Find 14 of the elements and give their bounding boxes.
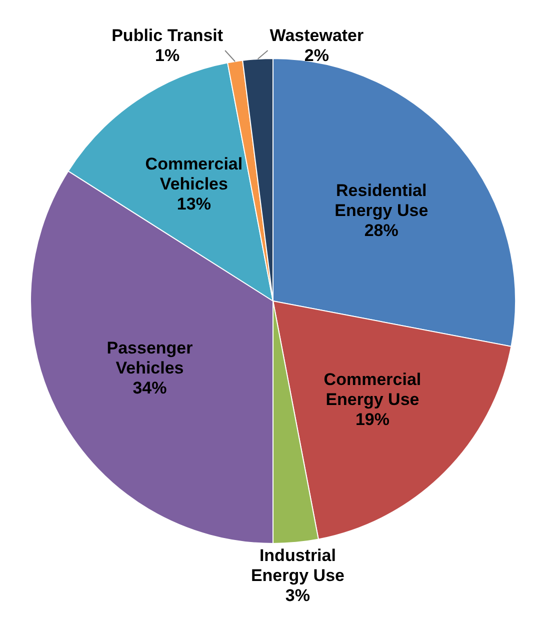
data-label: 28% <box>364 221 398 240</box>
slice-label: Passenger Vehicles <box>106 338 194 378</box>
slice-label: Commercial Energy Use <box>324 370 422 410</box>
data-label: 34% <box>132 378 167 398</box>
slice-label: Commercial Vehicles <box>145 154 243 194</box>
data-label: 1% <box>155 46 180 66</box>
slice-label: Wastewater <box>270 26 364 46</box>
slice-label: Residential Energy Use <box>334 181 428 220</box>
slice-label: Public Transit <box>112 26 224 46</box>
slice-label: Industrial Energy Use <box>250 546 344 586</box>
data-label: 19% <box>355 410 390 430</box>
data-label: 3% <box>285 586 310 606</box>
data-label: 13% <box>176 194 211 214</box>
data-label: 2% <box>304 46 329 66</box>
